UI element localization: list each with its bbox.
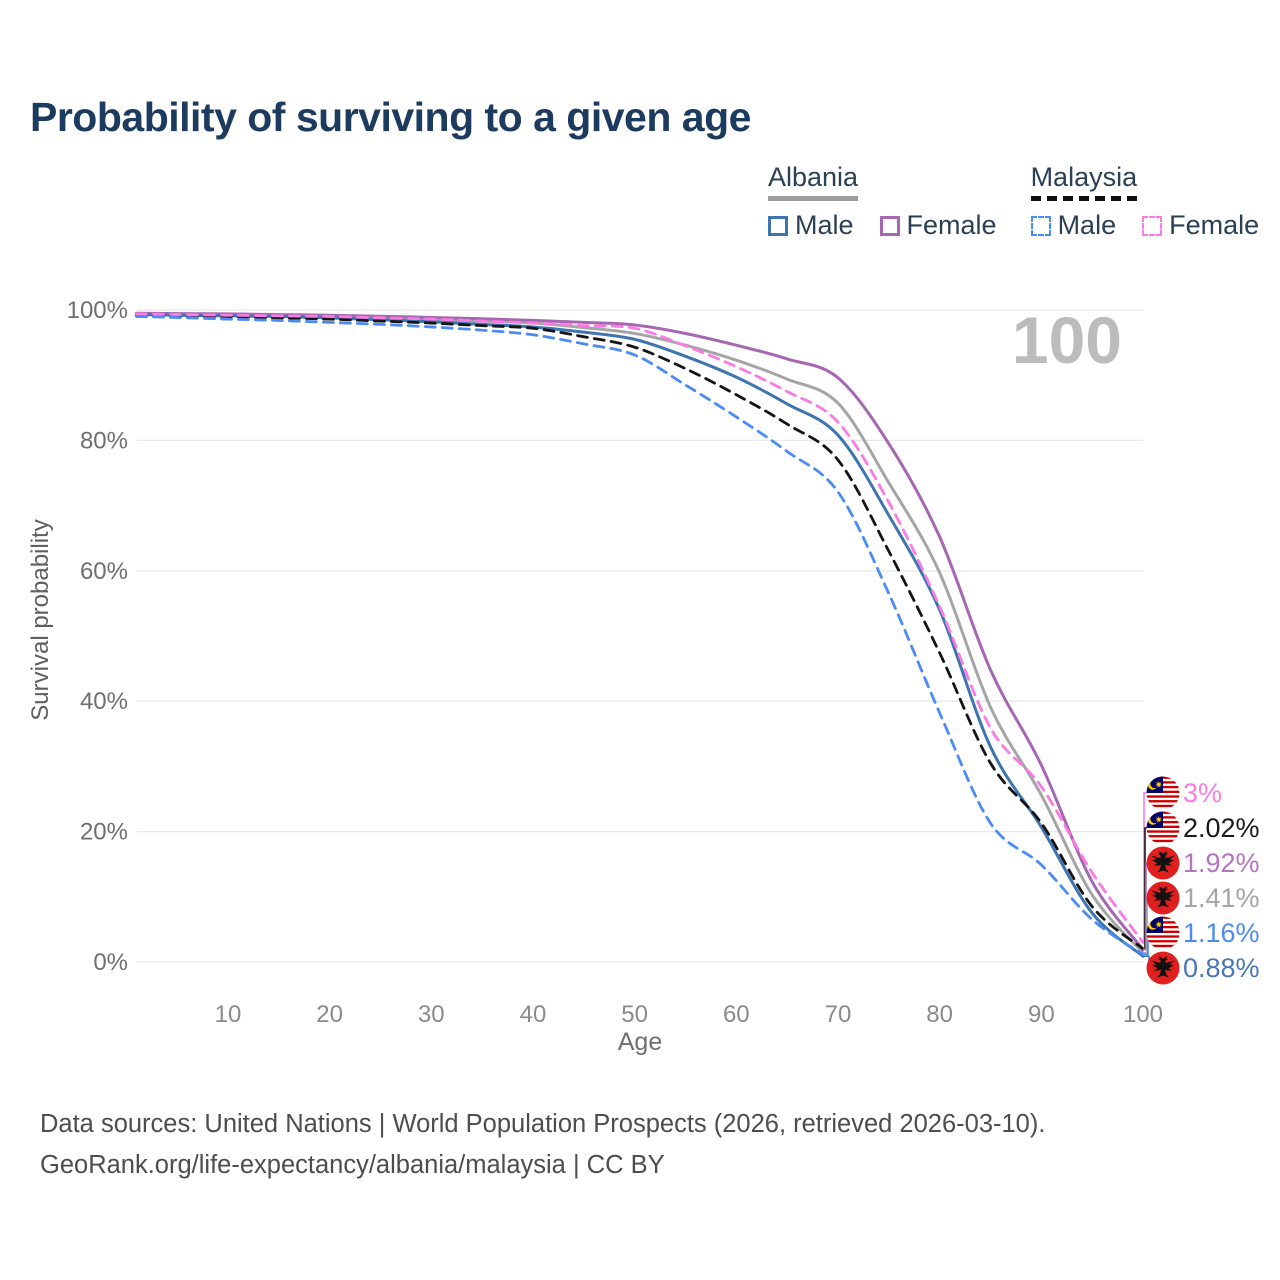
series-line-albania [134, 312, 1145, 955]
x-tick-label: 10 [215, 1001, 242, 1028]
legend-item-malaysia-male[interactable]: Male [1030, 210, 1117, 241]
legend-item-albania-female[interactable]: Female [879, 210, 997, 241]
end-value-label: 1.16% [1183, 918, 1260, 948]
albania-female-swatch-icon [879, 215, 900, 236]
x-tick-label: 50 [621, 1001, 648, 1028]
y-tick-label: 0% [93, 949, 128, 976]
x-tick-label: 20 [316, 1001, 343, 1028]
malaysia-flag-icon [1146, 916, 1180, 950]
albania-flag-icon [1146, 881, 1180, 915]
x-tick-label: 40 [520, 1001, 547, 1028]
y-tick-label: 80% [80, 427, 128, 454]
series-line-malaysia-female [135, 312, 1145, 944]
malaysia-female-swatch-icon [1142, 215, 1163, 236]
x-axis-tick-labels: 10 20 30 40 50 60 70 80 90 100 [215, 1001, 1163, 1028]
legend-label: Female [1169, 210, 1260, 240]
x-axis-title: Age [618, 1028, 662, 1056]
end-value-label: 1.41% [1183, 883, 1260, 913]
end-value-labels: 3% 2.02% 1.92% 1.41% 1.16% 0.88% [1143, 776, 1260, 985]
y-tick-label: 20% [80, 819, 128, 846]
series-line-malaysia-male [135, 315, 1145, 956]
footer-attribution: GeoRank.org/life-expectancy/albania/mala… [40, 1151, 665, 1179]
end-value-label: 3% [1183, 778, 1222, 808]
age-marker-watermark: 100 [1012, 303, 1122, 377]
y-tick-label: 40% [80, 688, 128, 715]
end-value-label: 1.92% [1183, 848, 1260, 878]
y-tick-label: 100% [67, 297, 128, 324]
legend-group-malaysia: Malaysia Male Female [1030, 162, 1259, 241]
malaysia-flag-icon [1146, 776, 1180, 810]
footer: Data sources: United Nations | World Pop… [40, 1104, 1045, 1186]
y-axis-tick-labels: 0% 20% 40% 60% 80% 100% [67, 297, 128, 976]
x-tick-label: 30 [418, 1001, 445, 1028]
series-line-albania-female [134, 311, 1145, 951]
legend-item-albania-male[interactable]: Male [768, 210, 854, 241]
legend-country-malaysia: Malaysia [1030, 162, 1138, 201]
footer-sources: Data sources: United Nations | World Pop… [40, 1110, 1046, 1138]
legend: Albania Male Female Malaysia Male [768, 162, 1259, 241]
legend-country-albania: Albania [768, 162, 859, 201]
legend-item-malaysia-female[interactable]: Female [1142, 210, 1259, 241]
series-line-malaysia [135, 313, 1145, 951]
albania-flag-icon [1146, 951, 1180, 985]
legend-group-albania: Albania Male Female [768, 162, 997, 241]
x-tick-label: 70 [825, 1001, 852, 1028]
legend-label: Female [906, 210, 997, 240]
legend-label: Male [1057, 210, 1117, 240]
albania-male-swatch-icon [768, 215, 788, 236]
x-tick-label: 90 [1028, 1001, 1055, 1028]
series-line-albania-male [134, 313, 1145, 958]
y-tick-label: 60% [80, 558, 128, 585]
legend-label: Male [795, 210, 854, 240]
end-value-label: 2.02% [1183, 813, 1260, 843]
end-value-label: 0.88% [1183, 953, 1260, 983]
x-tick-label: 100 [1123, 1001, 1163, 1028]
y-axis-title: Survival probability [27, 519, 54, 720]
page-title: Probability of surviving to a given age [30, 94, 751, 140]
gridlines [137, 309, 1143, 963]
malaysia-male-swatch-icon [1030, 215, 1051, 236]
albania-flag-icon [1146, 846, 1180, 880]
malaysia-flag-icon [1146, 811, 1180, 845]
x-tick-label: 60 [723, 1001, 750, 1028]
x-tick-label: 80 [926, 1001, 953, 1028]
series-lines [134, 311, 1145, 958]
